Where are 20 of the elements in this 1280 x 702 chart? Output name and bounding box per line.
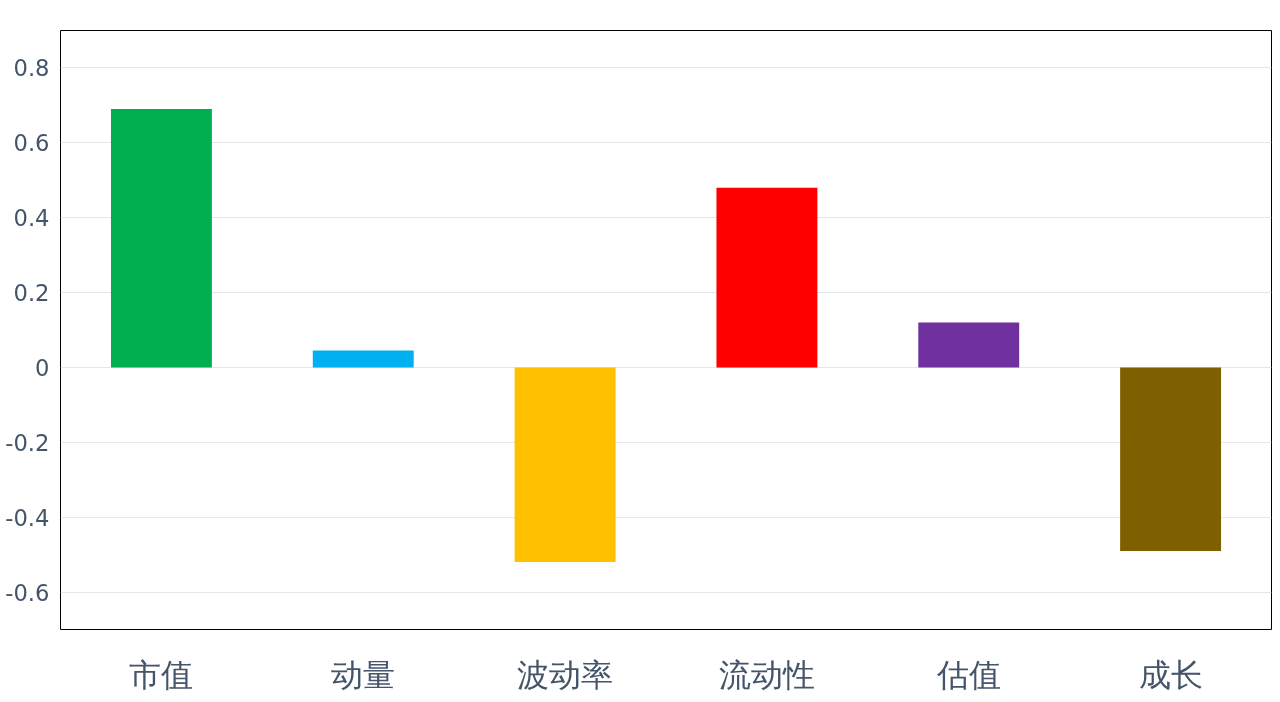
x-tick-label: 波动率 bbox=[517, 655, 614, 694]
x-tick-label: 估值 bbox=[935, 655, 1001, 694]
bar bbox=[312, 350, 414, 368]
y-tick-label: 0.4 bbox=[13, 205, 50, 232]
y-tick-label: 0.2 bbox=[13, 280, 50, 307]
y-tick-label: 0 bbox=[35, 354, 50, 381]
y-tick-label: -0.2 bbox=[5, 429, 50, 456]
x-tick-label: 流动性 bbox=[718, 655, 815, 694]
y-tick-label: -0.4 bbox=[5, 504, 50, 531]
x-tick-label: 动量 bbox=[331, 655, 396, 694]
x-tick-label: 成长 bbox=[1138, 655, 1203, 694]
y-tick-label: 0.8 bbox=[13, 55, 50, 82]
bar bbox=[1120, 367, 1222, 551]
y-tick-label: 0.6 bbox=[13, 130, 50, 157]
bar bbox=[110, 109, 212, 368]
y-tick-label: -0.6 bbox=[5, 579, 50, 606]
bar bbox=[514, 367, 616, 563]
x-tick-label: 市值 bbox=[129, 655, 194, 694]
bar bbox=[716, 187, 818, 368]
bar bbox=[918, 322, 1020, 368]
